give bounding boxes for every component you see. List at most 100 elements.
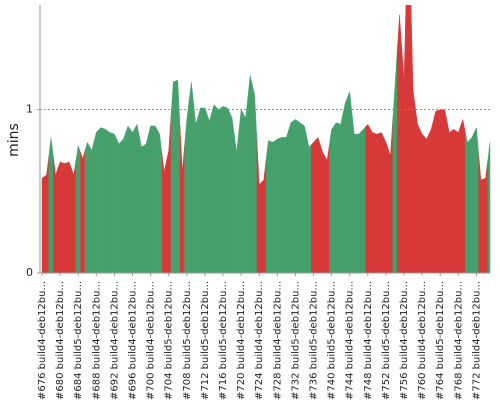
area-segment [342, 97, 348, 273]
x-tick-label: #684 build5-deb12bu... [73, 281, 84, 400]
x-tick-label: #688 build4-deb12bu... [91, 281, 102, 400]
x-tick-label: #744 build4-deb12bu... [345, 281, 356, 400]
area-segment [48, 137, 54, 273]
area-segment [392, 49, 398, 273]
area-segment [401, 5, 407, 273]
area-segment [406, 5, 412, 273]
area-segment [483, 160, 488, 273]
area-segment [410, 5, 416, 273]
area-segment [302, 123, 307, 273]
x-tick-label: #692 build4-deb12bu... [109, 281, 120, 400]
area-segment [80, 150, 86, 273]
area-segment [455, 125, 461, 273]
area-segment [89, 141, 95, 273]
area-segment [320, 144, 326, 273]
x-tick-label: #696 build4-deb12bu... [128, 281, 139, 400]
area-segment [157, 129, 163, 273]
area-segment [44, 156, 49, 273]
x-tick-label: #676 build4-deb12bu... [37, 281, 48, 400]
area-segment [247, 75, 253, 273]
area-segment [333, 122, 339, 273]
area-segment [225, 106, 230, 273]
x-tick-label: #728 build4-deb12bu... [272, 281, 283, 400]
area-segment [424, 134, 430, 273]
x-tick-label: #768 build4-deb12bu... [453, 281, 464, 400]
x-tick-label: #724 build4-deb12bu... [254, 281, 265, 400]
area-segment [274, 137, 280, 273]
area-segment [442, 109, 448, 273]
x-tick-label: #712 build5-deb12bu... [200, 281, 211, 400]
area-segment [184, 100, 190, 273]
area-segment [297, 120, 303, 273]
area-segment [306, 136, 312, 273]
area-segment [451, 128, 457, 273]
area-segment [460, 118, 466, 273]
x-tick-label: #748 build4-deb12bu... [363, 281, 374, 400]
area-segment [437, 109, 443, 273]
area-segment [188, 81, 194, 273]
x-tick-label: #752 build5-deb12bu... [381, 281, 392, 400]
area-segment [66, 161, 72, 273]
area-segment [62, 162, 68, 273]
area-segment [324, 144, 330, 273]
area-segment [428, 120, 434, 273]
area-segment [102, 128, 108, 273]
area-segment [292, 119, 298, 273]
area-segment [234, 130, 240, 273]
area-segment [134, 123, 140, 273]
area-segment [397, 14, 402, 273]
area-segment [415, 107, 421, 273]
area-segment [211, 104, 217, 273]
x-tick-label: #720 build4-deb12bu... [236, 281, 247, 400]
area-segment [238, 108, 244, 273]
area-segment [464, 130, 470, 273]
area-segment [193, 103, 199, 273]
area-segment [107, 130, 113, 273]
area-segment [433, 110, 439, 273]
area-segment [175, 79, 181, 273]
area-segment [116, 138, 122, 273]
area-segment [338, 113, 344, 273]
area-segment [288, 120, 294, 273]
y-tick-label: 0 [26, 266, 33, 279]
area-segment [243, 96, 249, 273]
area-segment [315, 136, 321, 273]
area-segment [270, 140, 276, 273]
x-tick-label: #704 build5-deb12bu... [164, 281, 175, 400]
area-segment [143, 134, 149, 273]
x-tick-label: #764 build5-deb12bu... [435, 281, 446, 400]
area-segment [311, 139, 316, 273]
area-segment [125, 125, 131, 273]
area-segment [166, 116, 172, 273]
area-segment [419, 129, 425, 273]
area-segment [93, 129, 99, 273]
area-segment [71, 160, 77, 273]
area-segment [329, 125, 335, 273]
area-segment [152, 125, 158, 273]
area-segment [41, 176, 45, 273]
area-segment [351, 112, 357, 273]
area-segment [446, 120, 452, 273]
area-segment [383, 137, 389, 273]
x-tick-label: #680 build4-deb12bu... [55, 281, 66, 400]
area-segment [256, 139, 262, 273]
x-tick-label: #716 build5-deb12bu... [218, 281, 229, 400]
area-segment [283, 129, 289, 273]
area-segment [229, 112, 235, 273]
x-tick-label: #772 build4-deb12bu... [471, 281, 482, 400]
area-segment [197, 107, 203, 273]
plot-area [41, 5, 491, 273]
y-axis-label: mins [6, 123, 22, 157]
area-segment [57, 161, 63, 273]
area-segment [216, 106, 221, 273]
area-segment [360, 126, 366, 273]
area-segment [365, 123, 371, 273]
area-segment [387, 120, 393, 273]
area-segment [130, 127, 135, 273]
area-segment [220, 106, 226, 273]
area-segment [347, 91, 353, 273]
x-tick-label: #756 build4-deb12bu... [399, 281, 410, 400]
area-segment [261, 160, 267, 273]
area-segment [378, 132, 384, 273]
